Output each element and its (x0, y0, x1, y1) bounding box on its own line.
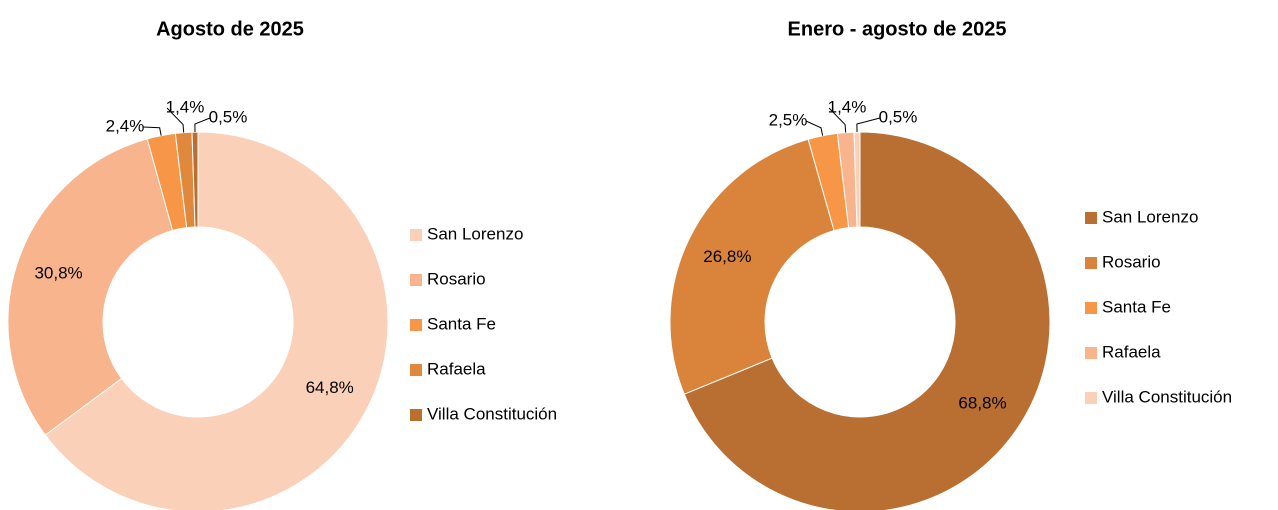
legend-swatch (1085, 392, 1097, 404)
legend-swatch (1085, 212, 1097, 224)
legend-swatch (410, 229, 422, 241)
data-label: 2,5% (769, 110, 808, 129)
legend-swatch (1085, 302, 1097, 314)
data-label: 1,4% (828, 97, 867, 116)
legend-swatch (410, 364, 422, 376)
legend-swatch (410, 274, 422, 286)
legend-swatch (1085, 257, 1097, 269)
legend-label: San Lorenzo (427, 224, 523, 243)
donut-slice (669, 138, 835, 395)
donut-slice (683, 131, 1051, 510)
legend-label: Rafaela (427, 359, 486, 378)
leader-line (166, 107, 185, 133)
leader-line (856, 117, 881, 133)
legend-label: Santa Fe (427, 314, 496, 333)
legend-label: Rosario (1102, 252, 1161, 271)
legend-label: Villa Constitución (427, 404, 557, 423)
donut-slice (7, 138, 174, 436)
data-label: 26,8% (703, 247, 751, 266)
legend-label: Rosario (427, 269, 486, 288)
legend-swatch (410, 319, 422, 331)
leader-line (805, 120, 824, 136)
legend-label: Santa Fe (1102, 297, 1171, 316)
data-label: 0,5% (879, 107, 918, 126)
leader-line (828, 107, 847, 133)
data-label: 30,8% (34, 263, 82, 282)
legend-swatch (1085, 347, 1097, 359)
data-label: 0,5% (209, 107, 248, 126)
donut-slice (191, 131, 199, 228)
donut-slice (44, 131, 389, 510)
legend-label: San Lorenzo (1102, 207, 1198, 226)
legend-label: Rafaela (1102, 342, 1161, 361)
data-label: 68,8% (958, 394, 1006, 413)
data-label: 64,8% (306, 378, 354, 397)
chart-title: Agosto de 2025 (156, 18, 304, 40)
leader-line (194, 117, 211, 133)
legend-label: Villa Constitución (1102, 387, 1232, 406)
legend-swatch (410, 409, 422, 421)
leader-line (142, 126, 162, 136)
chart-title: Enero - agosto de 2025 (788, 18, 1007, 40)
donut-slice (853, 131, 861, 228)
data-label: 2,4% (106, 116, 145, 135)
data-label: 1,4% (166, 97, 205, 116)
